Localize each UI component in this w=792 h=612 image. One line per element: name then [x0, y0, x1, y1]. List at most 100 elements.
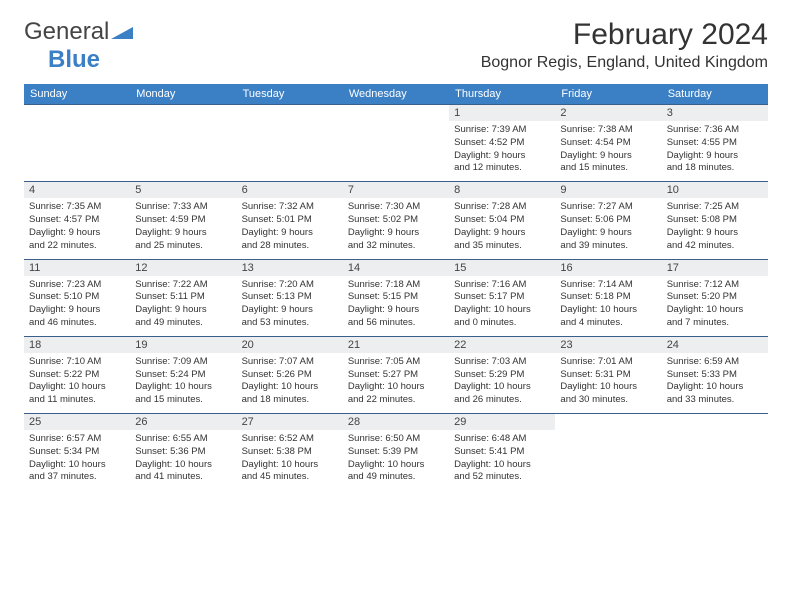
calendar-day-cell: 29Sunrise: 6:48 AMSunset: 5:41 PMDayligh…	[449, 414, 555, 491]
day-content: Sunrise: 7:05 AMSunset: 5:27 PMDaylight:…	[343, 353, 449, 413]
header: GeneralBlue February 2024 Bognor Regis, …	[24, 18, 768, 74]
calendar-week-row: 4Sunrise: 7:35 AMSunset: 4:57 PMDaylight…	[24, 182, 768, 259]
day-info-line: Daylight: 9 hours	[667, 227, 763, 240]
day-info-line: Daylight: 9 hours	[348, 227, 444, 240]
day-number: 13	[237, 260, 343, 276]
day-info-line: Daylight: 10 hours	[667, 304, 763, 317]
day-info-line: and 49 minutes.	[135, 317, 231, 330]
day-info-line: Sunrise: 7:03 AM	[454, 356, 550, 369]
day-info-line: Sunset: 5:34 PM	[29, 446, 125, 459]
location: Bognor Regis, England, United Kingdom	[481, 54, 768, 72]
calendar-day-cell	[662, 414, 768, 491]
day-content: Sunrise: 6:57 AMSunset: 5:34 PMDaylight:…	[24, 430, 130, 490]
day-info-line: Daylight: 10 hours	[135, 459, 231, 472]
day-info-line: Daylight: 9 hours	[135, 304, 231, 317]
day-content: Sunrise: 6:48 AMSunset: 5:41 PMDaylight:…	[449, 430, 555, 490]
day-info-line: and 11 minutes.	[29, 394, 125, 407]
calendar-week-row: 18Sunrise: 7:10 AMSunset: 5:22 PMDayligh…	[24, 336, 768, 413]
day-content: Sunrise: 7:32 AMSunset: 5:01 PMDaylight:…	[237, 198, 343, 258]
logo: GeneralBlue	[24, 18, 133, 74]
day-content: Sunrise: 7:20 AMSunset: 5:13 PMDaylight:…	[237, 276, 343, 336]
day-info-line: and 56 minutes.	[348, 317, 444, 330]
day-number: 23	[555, 337, 661, 353]
day-info-line: Sunset: 5:41 PM	[454, 446, 550, 459]
day-info-line: Sunrise: 6:55 AM	[135, 433, 231, 446]
day-info-line: Sunset: 5:24 PM	[135, 369, 231, 382]
calendar-day-cell: 4Sunrise: 7:35 AMSunset: 4:57 PMDaylight…	[24, 182, 130, 259]
calendar-body: 1Sunrise: 7:39 AMSunset: 4:52 PMDaylight…	[24, 105, 768, 491]
calendar-day-cell	[555, 414, 661, 491]
day-number: 22	[449, 337, 555, 353]
day-number: 29	[449, 414, 555, 430]
calendar-day-cell: 14Sunrise: 7:18 AMSunset: 5:15 PMDayligh…	[343, 259, 449, 336]
day-info-line: and 52 minutes.	[454, 471, 550, 484]
day-info-line: Sunset: 4:54 PM	[560, 137, 656, 150]
day-info-line: and 15 minutes.	[135, 394, 231, 407]
day-info-line: and 37 minutes.	[29, 471, 125, 484]
day-info-line: Sunrise: 7:10 AM	[29, 356, 125, 369]
day-info-line: Sunrise: 7:27 AM	[560, 201, 656, 214]
day-info-line: Daylight: 10 hours	[348, 459, 444, 472]
day-info-line: and 7 minutes.	[667, 317, 763, 330]
day-info-line: and 45 minutes.	[242, 471, 338, 484]
day-info-line: Daylight: 10 hours	[560, 381, 656, 394]
logo-text-2: Blue	[48, 46, 100, 73]
day-number: 2	[555, 105, 661, 121]
day-content: Sunrise: 7:14 AMSunset: 5:18 PMDaylight:…	[555, 276, 661, 336]
day-content: Sunrise: 7:07 AMSunset: 5:26 PMDaylight:…	[237, 353, 343, 413]
day-content: Sunrise: 7:01 AMSunset: 5:31 PMDaylight:…	[555, 353, 661, 413]
day-info-line: Daylight: 10 hours	[242, 459, 338, 472]
day-content: Sunrise: 7:35 AMSunset: 4:57 PMDaylight:…	[24, 198, 130, 258]
calendar-day-cell: 11Sunrise: 7:23 AMSunset: 5:10 PMDayligh…	[24, 259, 130, 336]
calendar-table: SundayMondayTuesdayWednesdayThursdayFrid…	[24, 84, 768, 490]
calendar-day-cell: 19Sunrise: 7:09 AMSunset: 5:24 PMDayligh…	[130, 336, 236, 413]
day-info-line: Sunset: 5:17 PM	[454, 291, 550, 304]
logo-text: GeneralBlue	[24, 18, 133, 74]
calendar-day-cell: 18Sunrise: 7:10 AMSunset: 5:22 PMDayligh…	[24, 336, 130, 413]
day-content: Sunrise: 7:33 AMSunset: 4:59 PMDaylight:…	[130, 198, 236, 258]
day-info-line: Sunset: 5:08 PM	[667, 214, 763, 227]
day-info-line: Sunrise: 7:25 AM	[667, 201, 763, 214]
day-info-line: Sunset: 5:27 PM	[348, 369, 444, 382]
day-content: Sunrise: 7:12 AMSunset: 5:20 PMDaylight:…	[662, 276, 768, 336]
day-info-line: Sunset: 5:33 PM	[667, 369, 763, 382]
calendar-day-cell: 23Sunrise: 7:01 AMSunset: 5:31 PMDayligh…	[555, 336, 661, 413]
calendar-day-cell: 17Sunrise: 7:12 AMSunset: 5:20 PMDayligh…	[662, 259, 768, 336]
calendar-day-cell: 6Sunrise: 7:32 AMSunset: 5:01 PMDaylight…	[237, 182, 343, 259]
calendar-day-cell: 22Sunrise: 7:03 AMSunset: 5:29 PMDayligh…	[449, 336, 555, 413]
day-number: 7	[343, 182, 449, 198]
day-info-line: Sunset: 5:29 PM	[454, 369, 550, 382]
month-title: February 2024	[481, 18, 768, 52]
day-content: Sunrise: 7:30 AMSunset: 5:02 PMDaylight:…	[343, 198, 449, 258]
calendar-day-cell: 12Sunrise: 7:22 AMSunset: 5:11 PMDayligh…	[130, 259, 236, 336]
day-header: Friday	[555, 84, 661, 105]
calendar-day-cell	[24, 105, 130, 182]
day-info-line: Sunrise: 7:36 AM	[667, 124, 763, 137]
day-number: 25	[24, 414, 130, 430]
day-number: 17	[662, 260, 768, 276]
day-info-line: and 49 minutes.	[348, 471, 444, 484]
day-content: Sunrise: 7:03 AMSunset: 5:29 PMDaylight:…	[449, 353, 555, 413]
day-info-line: Daylight: 9 hours	[242, 227, 338, 240]
day-info-line: Daylight: 10 hours	[348, 381, 444, 394]
day-info-line: and 22 minutes.	[29, 240, 125, 253]
calendar-header-row: SundayMondayTuesdayWednesdayThursdayFrid…	[24, 84, 768, 105]
day-info-line: Sunrise: 7:39 AM	[454, 124, 550, 137]
day-info-line: Sunset: 5:31 PM	[560, 369, 656, 382]
day-info-line: and 41 minutes.	[135, 471, 231, 484]
day-info-line: Sunrise: 7:32 AM	[242, 201, 338, 214]
title-block: February 2024 Bognor Regis, England, Uni…	[481, 18, 768, 72]
day-content: Sunrise: 6:55 AMSunset: 5:36 PMDaylight:…	[130, 430, 236, 490]
day-content: Sunrise: 7:39 AMSunset: 4:52 PMDaylight:…	[449, 121, 555, 181]
day-info-line: Sunset: 4:57 PM	[29, 214, 125, 227]
day-header: Thursday	[449, 84, 555, 105]
day-info-line: Sunset: 5:01 PM	[242, 214, 338, 227]
calendar-day-cell: 25Sunrise: 6:57 AMSunset: 5:34 PMDayligh…	[24, 414, 130, 491]
calendar-day-cell: 7Sunrise: 7:30 AMSunset: 5:02 PMDaylight…	[343, 182, 449, 259]
day-header: Monday	[130, 84, 236, 105]
day-info-line: Sunrise: 7:33 AM	[135, 201, 231, 214]
day-info-line: Sunrise: 7:35 AM	[29, 201, 125, 214]
day-info-line: and 35 minutes.	[454, 240, 550, 253]
calendar-day-cell	[130, 105, 236, 182]
day-info-line: and 42 minutes.	[667, 240, 763, 253]
